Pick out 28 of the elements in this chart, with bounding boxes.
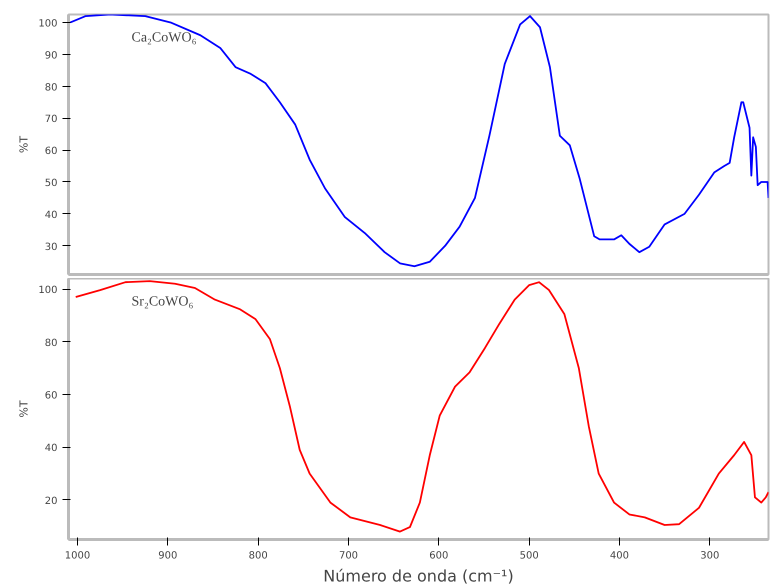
x-tick-label: 500 [520, 550, 539, 562]
x-tick-label: 900 [158, 550, 178, 562]
y-tick-label: 20 [44, 496, 58, 507]
x-axis-title: Número de onda (cm⁻¹) [323, 566, 514, 586]
line-series [69, 14, 768, 268]
y-axis-title: %T [17, 136, 30, 154]
y-tick-label: 90 [44, 50, 58, 62]
y-axis-title: %T [17, 400, 30, 418]
y-tick-label: 40 [44, 210, 58, 221]
x-tick-label: 300 [700, 550, 720, 562]
y-tick-label: 80 [44, 338, 58, 349]
x-tick-label: 700 [338, 550, 358, 562]
x-tick-label: 400 [610, 550, 630, 562]
y-tick-label: 100 [38, 18, 58, 30]
y-tick-label: 50 [44, 178, 58, 189]
x-tick-label: 600 [429, 550, 448, 562]
y-tick-label: 60 [44, 146, 58, 158]
x-tick-label: 1000 [64, 550, 90, 562]
annotation: Ca₂CoWO₆ [132, 30, 197, 46]
y-tick-label: 100 [38, 285, 58, 296]
y-tick-label: 60 [44, 390, 58, 402]
y-tick-label: 80 [44, 82, 58, 94]
x-tick-label: 800 [248, 550, 268, 562]
y-tick-label: 40 [44, 443, 58, 454]
annotation: Sr₂CoWO₆ [132, 294, 194, 310]
line-series [74, 280, 768, 532]
y-tick-label: 70 [44, 114, 58, 126]
y-tick-label: 30 [44, 242, 58, 253]
